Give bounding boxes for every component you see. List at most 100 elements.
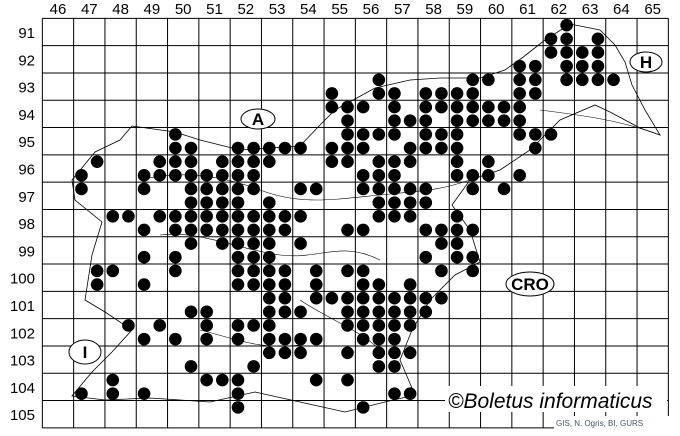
column-label: 62 [550, 1, 567, 18]
occurrence-dot [216, 237, 229, 250]
occurrence-dot [247, 237, 260, 250]
occurrence-dot [513, 128, 526, 141]
occurrence-dot [403, 182, 417, 196]
row-label: 97 [18, 189, 35, 206]
occurrence-dot [450, 114, 464, 128]
occurrence-dot [466, 264, 480, 278]
occurrence-dot [90, 278, 104, 291]
occurrence-dot [231, 196, 245, 209]
occurrence-dot [200, 223, 213, 237]
occurrence-dot [403, 114, 417, 128]
occurrence-dot [356, 305, 370, 319]
occurrence-dot [262, 346, 276, 360]
column-label: 54 [300, 1, 317, 18]
occurrence-dot [262, 141, 276, 155]
occurrence-dot [262, 264, 276, 278]
occurrence-dot [75, 169, 88, 182]
occurrence-dot [341, 291, 354, 305]
occurrence-dot [419, 250, 433, 264]
occurrence-dot [341, 128, 354, 141]
occurrence-dot [231, 332, 245, 346]
occurrence-dot [247, 141, 260, 155]
occurrence-dot [529, 128, 542, 141]
occurrence-dot [137, 169, 151, 182]
occurrence-dot [591, 59, 605, 73]
occurrence-dot [356, 223, 370, 237]
region-label-croatia: CRO [505, 271, 555, 297]
occurrence-dot [497, 182, 511, 196]
occurrence-dot [403, 155, 417, 168]
occurrence-dot [560, 46, 573, 59]
occurrence-dot [372, 291, 386, 305]
occurrence-dot [262, 196, 276, 209]
occurrence-dot [247, 182, 260, 196]
occurrence-dot [278, 278, 292, 291]
occurrence-dot [529, 87, 542, 100]
occurrence-dot [419, 182, 433, 196]
occurrence-dot [325, 291, 339, 305]
occurrence-dot [482, 73, 495, 87]
occurrence-dot [247, 360, 260, 373]
occurrence-dot [278, 223, 292, 237]
occurrence-dot [466, 250, 480, 264]
row-label: 101 [10, 298, 35, 315]
occurrence-dot [184, 209, 198, 223]
occurrence-dot [216, 373, 229, 387]
occurrence-dot [388, 387, 401, 401]
occurrence-dot [153, 209, 167, 223]
occurrence-dot [497, 100, 511, 114]
occurrence-dot [137, 332, 151, 346]
occurrence-dot [262, 209, 276, 223]
occurrence-dot [435, 141, 448, 155]
occurrence-dot [372, 346, 386, 360]
occurrence-dot [247, 264, 260, 278]
occurrence-dot [591, 32, 605, 46]
column-label: 57 [394, 1, 411, 18]
row-label: 94 [18, 107, 35, 124]
occurrence-dot [200, 182, 213, 196]
occurrence-dot [419, 128, 433, 141]
occurrence-dot [450, 87, 464, 100]
occurrence-dot [388, 128, 401, 141]
occurrence-dot [388, 155, 401, 168]
occurrence-dot [200, 209, 213, 223]
occurrence-dot [309, 264, 323, 278]
occurrence-dot [247, 223, 260, 237]
occurrence-dot [262, 332, 276, 346]
occurrence-dot [137, 387, 151, 401]
occurrence-dot [419, 100, 433, 114]
row-label: 100 [10, 271, 35, 288]
occurrence-dot [75, 182, 88, 196]
occurrence-dot [388, 87, 401, 100]
occurrence-dot [529, 59, 542, 73]
occurrence-dot [75, 387, 88, 401]
occurrence-dot [341, 155, 354, 168]
occurrence-dot [403, 305, 417, 319]
occurrence-dot [435, 291, 448, 305]
row-label: 103 [10, 353, 35, 370]
occurrence-dot [513, 87, 526, 100]
occurrence-dot [450, 223, 464, 237]
occurrence-dot [137, 223, 151, 237]
occurrence-dot [341, 319, 354, 332]
region-italy-text: I [83, 343, 88, 362]
occurrence-dot [262, 319, 276, 332]
occurrence-dot [466, 87, 480, 100]
occurrence-dot [372, 305, 386, 319]
occurrence-dot [231, 401, 245, 414]
credit-text: GIS, N. Ogris, BI, GURS [556, 419, 643, 428]
occurrence-dot [325, 141, 339, 155]
occurrence-dot [341, 100, 354, 114]
occurrence-dot [247, 155, 260, 168]
column-label: 46 [50, 1, 67, 18]
occurrence-dot [544, 128, 558, 141]
occurrence-dot [356, 319, 370, 332]
occurrence-dot [466, 169, 480, 182]
row-label: 91 [18, 25, 35, 42]
column-label: 63 [582, 1, 599, 18]
occurrence-dot [294, 332, 307, 346]
occurrence-dot [216, 155, 229, 168]
occurrence-dot [169, 209, 182, 223]
occurrence-dot [356, 169, 370, 182]
occurrence-dot [560, 18, 573, 32]
